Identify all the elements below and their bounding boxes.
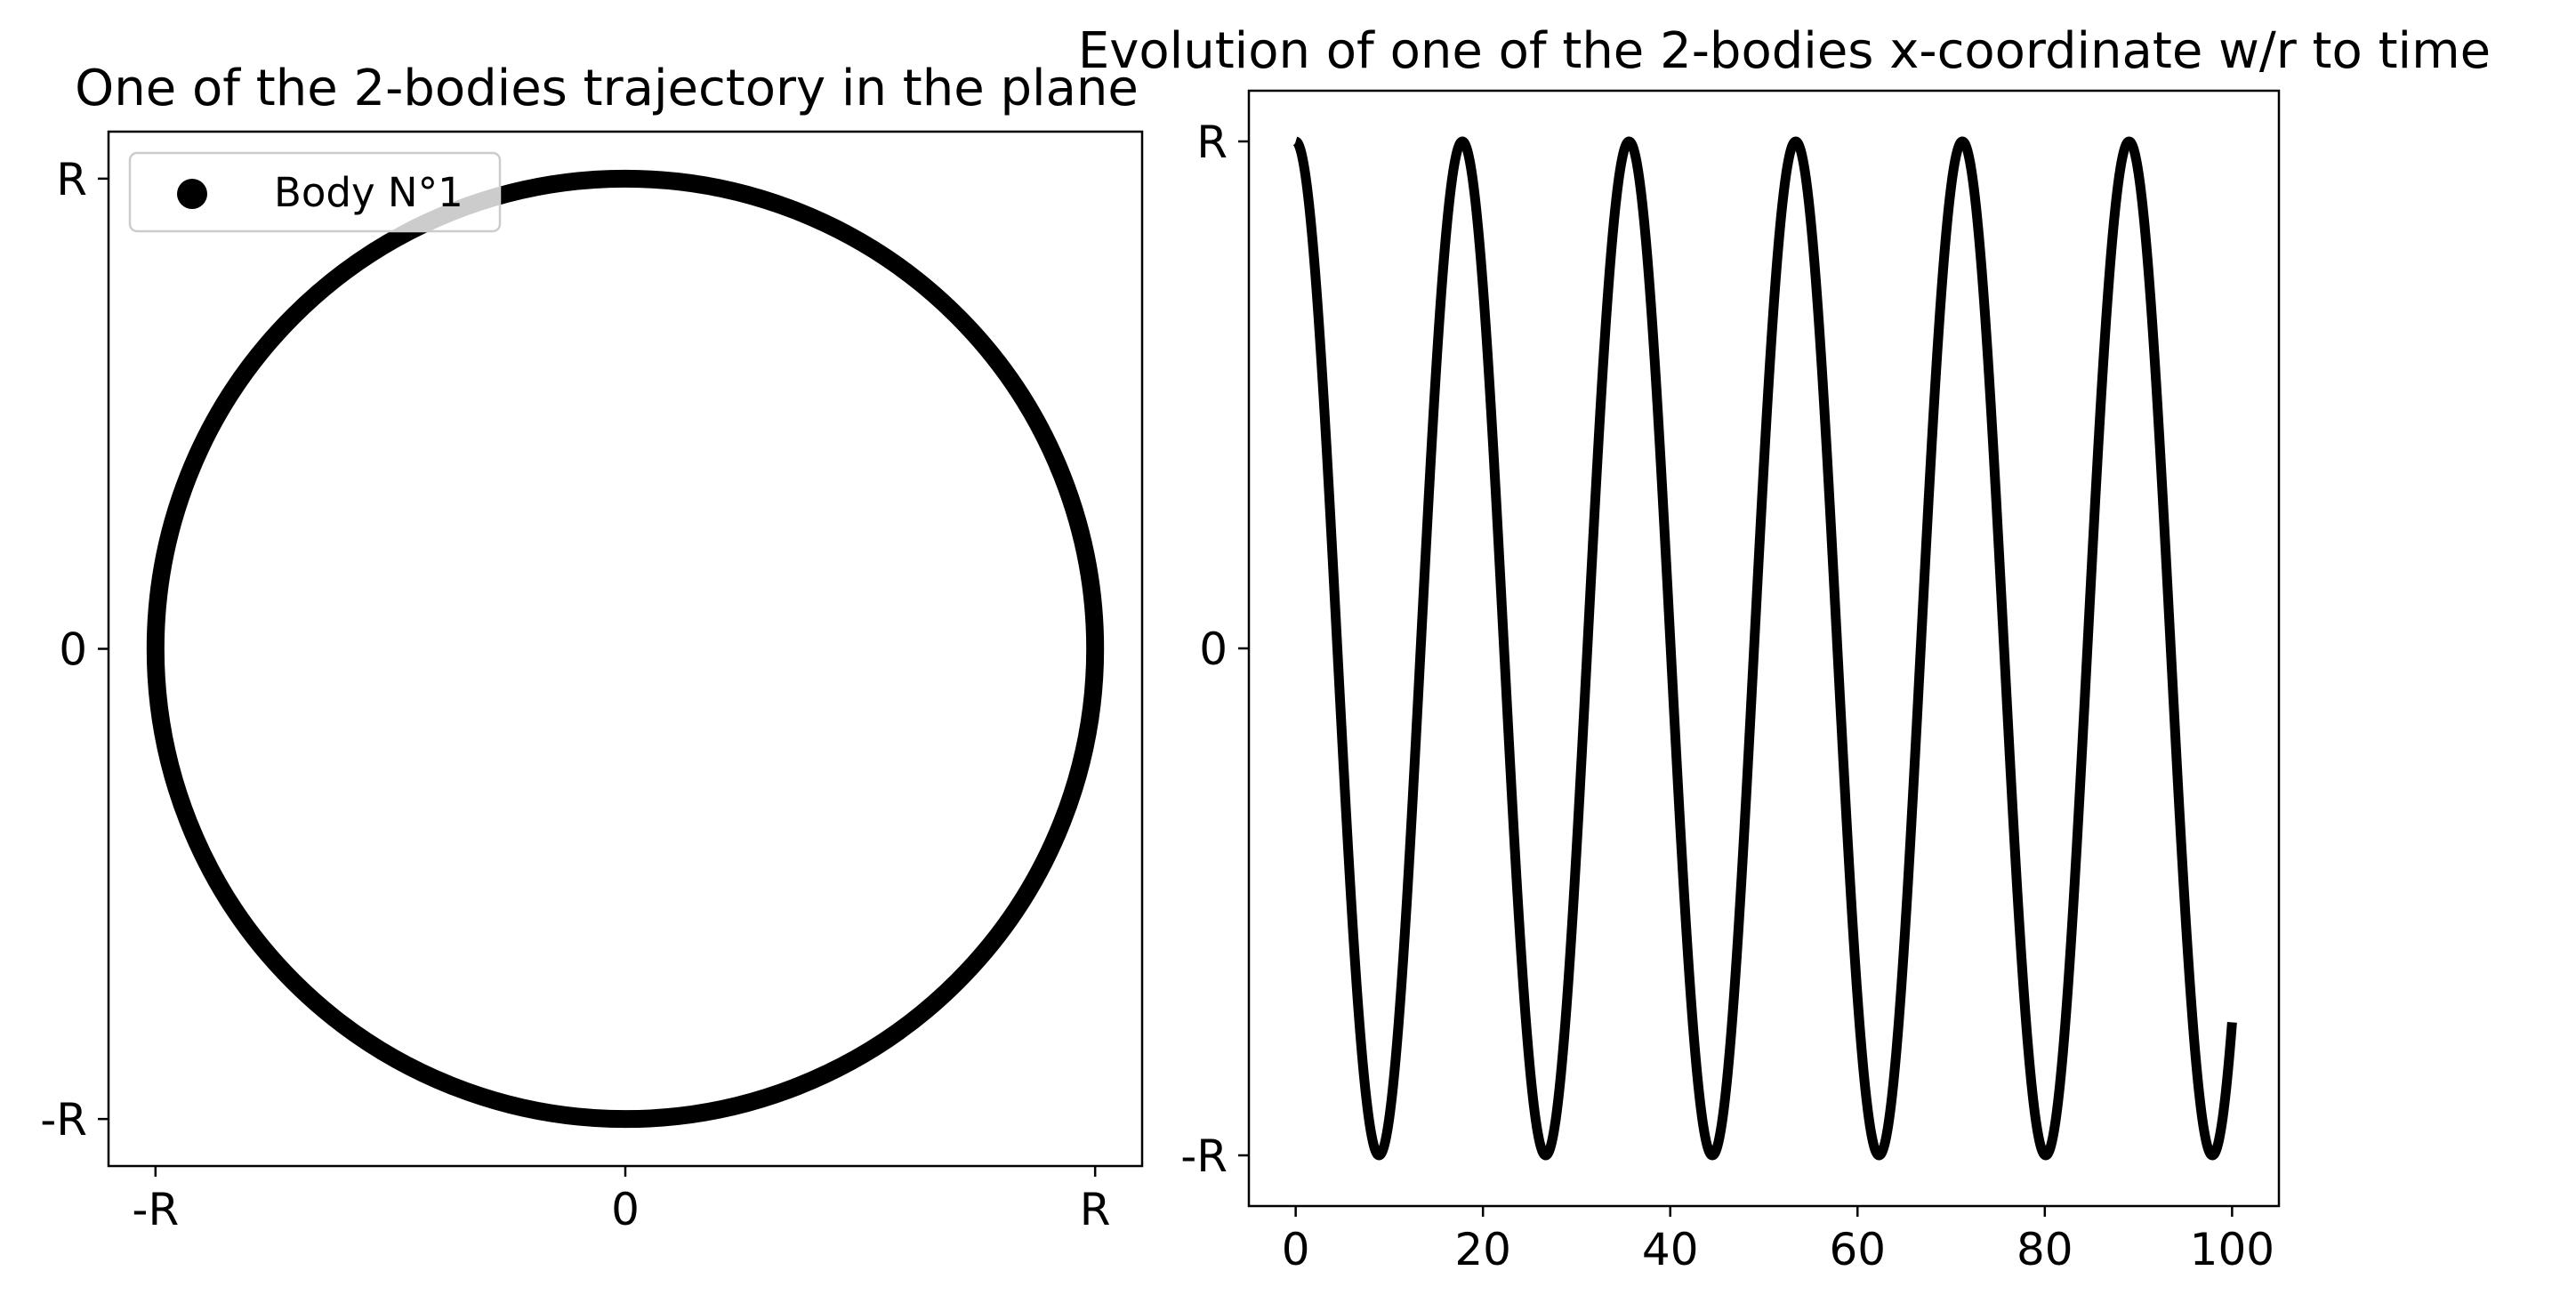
x-coordinate-chart: Evolution of one of the 2-bodies x-coord… [1078, 22, 2491, 1275]
x-coordinate-y-axis: -R 0 R [1180, 117, 1249, 1182]
x-tick-label: 0 [611, 1184, 640, 1235]
trajectory-chart-title: One of the 2-bodies trajectory in the pl… [75, 60, 1139, 117]
x-tick-label: 20 [1454, 1224, 1511, 1275]
x-tick-label: 100 [2190, 1224, 2274, 1275]
x-tick-label: 60 [1829, 1224, 1886, 1275]
y-tick-label: -R [1180, 1130, 1228, 1182]
x-coordinate-x-axis: 0 20 40 60 80 100 [1282, 1206, 2274, 1275]
trajectory-x-axis: -R 0 R [132, 1166, 1111, 1235]
legend-box [128, 151, 502, 233]
y-tick-label: -R [40, 1094, 87, 1146]
legend-marker-body-1 [177, 179, 207, 209]
trajectory-series [146, 169, 1105, 1129]
x-tick-label: 40 [1642, 1224, 1699, 1275]
x-coordinate-chart-title: Evolution of one of the 2-bodies x-coord… [1078, 22, 2491, 80]
x-tick-label: R [1080, 1184, 1111, 1235]
trajectory-chart: One of the 2-bodies trajectory in the pl… [40, 60, 1144, 1235]
x-tick-label: -R [132, 1184, 179, 1235]
y-tick-label: R [56, 154, 87, 205]
y-tick-label: 0 [1199, 623, 1228, 675]
y-tick-label: R [1196, 117, 1228, 168]
trajectory-y-axis: -R 0 R [40, 154, 109, 1146]
trajectory-legend: Body N°1 [128, 151, 502, 233]
x-tick-label: 80 [2017, 1224, 2073, 1275]
trajectory-circle [146, 169, 1105, 1129]
x-tick-label: 0 [1282, 1224, 1310, 1275]
x-coordinate-line [1292, 136, 2237, 1161]
y-tick-label: 0 [59, 624, 87, 676]
legend-label-body-1: Body N°1 [274, 169, 463, 216]
x-coordinate-series [1292, 136, 2237, 1161]
